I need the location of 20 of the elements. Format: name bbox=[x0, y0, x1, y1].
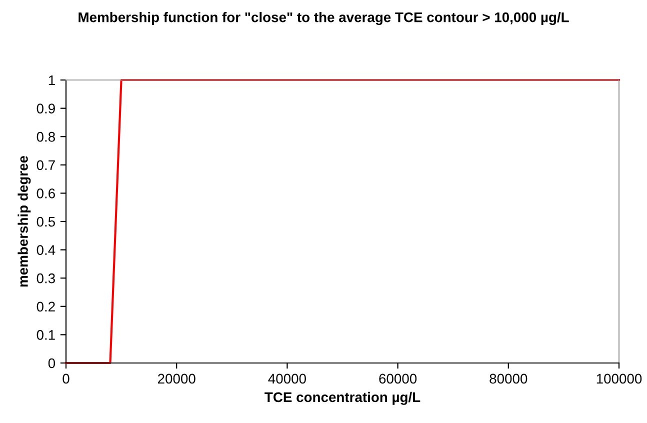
y-tick-label: 0.6 bbox=[36, 188, 55, 198]
y-tick-label: 0.1 bbox=[36, 330, 55, 340]
y-tick-label: 1 bbox=[48, 75, 55, 86]
chart-title: Membership function for "close" to the average TCE contour > 10,000 µg/L bbox=[78, 12, 569, 26]
x-tick-label: 40000 bbox=[268, 374, 306, 384]
y-tick-label: 0.8 bbox=[36, 132, 55, 142]
x-tick-label: 0 bbox=[62, 374, 70, 384]
y-tick-label: 0.5 bbox=[36, 216, 56, 227]
y-axis-title: membership degree bbox=[18, 156, 31, 287]
y-tick-label: 0.7 bbox=[36, 160, 55, 170]
x-axis-title: TCE concentration µg/L bbox=[264, 392, 420, 405]
y-tick-label: 0.2 bbox=[36, 302, 55, 312]
x-tick-label: 100000 bbox=[596, 374, 642, 384]
x-tick-label: 60000 bbox=[379, 374, 417, 384]
y-tick-label: 0.4 bbox=[36, 245, 56, 255]
y-tick-label: 0 bbox=[48, 358, 56, 368]
x-tick-label: 80000 bbox=[490, 374, 528, 384]
y-tick-label: 0.3 bbox=[36, 273, 55, 284]
y-tick-label: 0.9 bbox=[36, 104, 55, 114]
x-tick-label: 20000 bbox=[158, 374, 196, 384]
